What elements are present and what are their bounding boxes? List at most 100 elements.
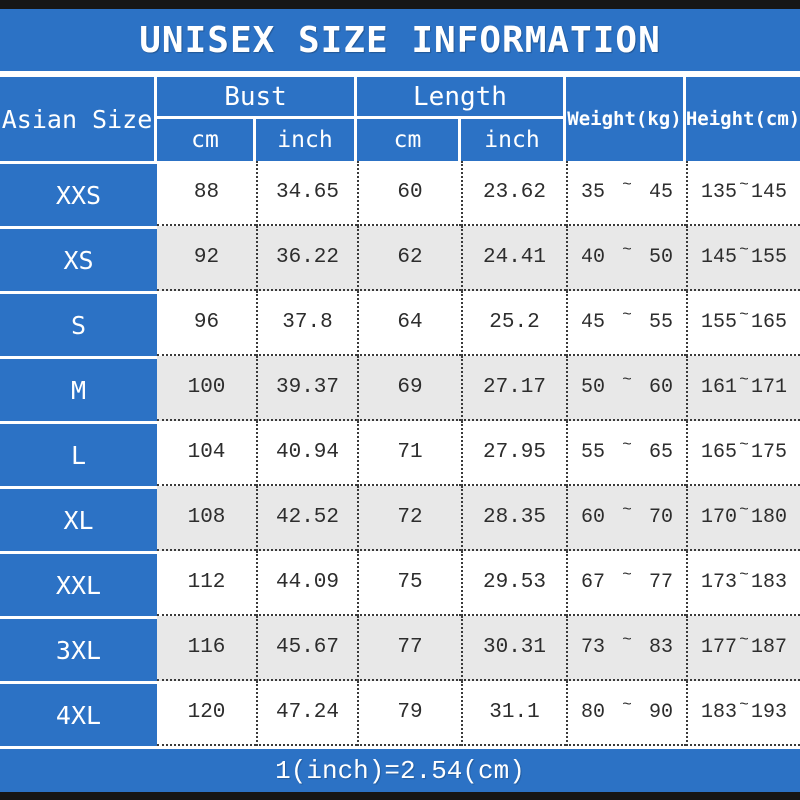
- tilde-glyph: ~: [622, 500, 632, 519]
- tilde-glyph: ~: [622, 630, 632, 649]
- weight-min: 67: [581, 571, 606, 594]
- length-inch-cell: 27.95: [461, 421, 566, 486]
- weight-max: 55: [648, 311, 673, 334]
- length-cm-cell: 72: [357, 486, 461, 551]
- conversion-note: 1(inch)=2.54(cm): [275, 755, 525, 786]
- weight-max: 83: [648, 636, 673, 659]
- weight-range-cell: 67 ~ 77: [566, 551, 686, 616]
- length-cm-cell: 79: [357, 681, 461, 746]
- tilde-glyph: ~: [622, 175, 632, 194]
- table-row: XXS 88 34.65 60 23.62 35 ~ 45 135 ~ 145: [0, 161, 800, 226]
- size-label: 4XL: [0, 681, 157, 746]
- table-row: 3XL 116 45.67 77 30.31 73 ~ 83 177 ~ 187: [0, 616, 800, 681]
- top-frame-bar: [0, 0, 800, 9]
- bust-inch-cell: 34.65: [256, 161, 357, 226]
- weight-min: 40: [581, 246, 606, 269]
- length-cm-cell: 71: [357, 421, 461, 486]
- tilde-glyph: ~: [622, 305, 632, 324]
- height-max: 165: [750, 311, 787, 334]
- height-range-cell: 161 ~ 171: [686, 356, 800, 421]
- height-max: 171: [750, 376, 787, 399]
- length-inch-cell: 25.2: [461, 291, 566, 356]
- tilde-glyph: ~: [739, 305, 749, 324]
- table-header: Asian Size Bust Length Weight(kg) Height…: [0, 77, 800, 161]
- tilde-glyph: ~: [622, 240, 632, 259]
- height-min: 135: [701, 181, 738, 204]
- height-range-cell: 165 ~ 175: [686, 421, 800, 486]
- size-table: Asian Size Bust Length Weight(kg) Height…: [0, 77, 800, 746]
- bust-inch-cell: 47.24: [256, 681, 357, 746]
- bust-inch-cell: 36.22: [256, 226, 357, 291]
- footer-bar: 1(inch)=2.54(cm): [0, 749, 800, 792]
- height-min: 183: [701, 701, 738, 724]
- header-asian-size: Asian Size: [0, 77, 157, 161]
- weight-max: 60: [648, 376, 673, 399]
- bust-cm-cell: 104: [157, 421, 256, 486]
- tilde-glyph: ~: [622, 370, 632, 389]
- height-min: 177: [701, 636, 738, 659]
- size-label: S: [0, 291, 157, 356]
- height-range-cell: 173 ~ 183: [686, 551, 800, 616]
- weight-max: 90: [648, 701, 673, 724]
- weight-range-cell: 50 ~ 60: [566, 356, 686, 421]
- header-bust-group: Bust: [157, 77, 357, 119]
- length-cm-cell: 64: [357, 291, 461, 356]
- weight-range-cell: 35 ~ 45: [566, 161, 686, 226]
- bust-inch-cell: 39.37: [256, 356, 357, 421]
- weight-range-cell: 45 ~ 55: [566, 291, 686, 356]
- height-max: 187: [750, 636, 787, 659]
- table-row: XS 92 36.22 62 24.41 40 ~ 50 145 ~ 155: [0, 226, 800, 291]
- weight-range-cell: 80 ~ 90: [566, 681, 686, 746]
- bust-cm-cell: 92: [157, 226, 256, 291]
- bust-cm-cell: 120: [157, 681, 256, 746]
- weight-range-cell: 73 ~ 83: [566, 616, 686, 681]
- height-range-cell: 183 ~ 193: [686, 681, 800, 746]
- header-length-inch: inch: [461, 119, 566, 161]
- size-label: L: [0, 421, 157, 486]
- length-inch-cell: 28.35: [461, 486, 566, 551]
- header-length-group: Length: [357, 77, 566, 119]
- size-label: M: [0, 356, 157, 421]
- weight-max: 77: [648, 571, 673, 594]
- header-bust-inch: inch: [256, 119, 357, 161]
- header-weight: Weight(kg): [566, 77, 686, 161]
- weight-min: 73: [581, 636, 606, 659]
- table-row: 4XL 120 47.24 79 31.1 80 ~ 90 183 ~ 193: [0, 681, 800, 746]
- length-inch-cell: 27.17: [461, 356, 566, 421]
- header-height: Height(cm): [686, 77, 800, 161]
- height-max: 175: [750, 441, 787, 464]
- length-inch-cell: 24.41: [461, 226, 566, 291]
- height-max: 155: [750, 246, 787, 269]
- length-inch-cell: 23.62: [461, 161, 566, 226]
- table-row: XL 108 42.52 72 28.35 60 ~ 70 170 ~ 180: [0, 486, 800, 551]
- height-max: 183: [750, 571, 787, 594]
- bottom-frame-bar: [0, 792, 800, 800]
- length-cm-cell: 77: [357, 616, 461, 681]
- height-min: 161: [701, 376, 738, 399]
- bust-cm-cell: 100: [157, 356, 256, 421]
- tilde-glyph: ~: [622, 695, 632, 714]
- table-row: L 104 40.94 71 27.95 55 ~ 65 165 ~ 175: [0, 421, 800, 486]
- weight-max: 45: [648, 181, 673, 204]
- weight-range-cell: 55 ~ 65: [566, 421, 686, 486]
- bust-inch-cell: 37.8: [256, 291, 357, 356]
- tilde-glyph: ~: [739, 435, 749, 454]
- weight-max: 70: [648, 506, 673, 529]
- height-range-cell: 177 ~ 187: [686, 616, 800, 681]
- weight-min: 35: [581, 181, 606, 204]
- bust-cm-cell: 108: [157, 486, 256, 551]
- tilde-glyph: ~: [622, 435, 632, 454]
- tilde-glyph: ~: [622, 565, 632, 584]
- weight-min: 55: [581, 441, 606, 464]
- weight-min: 80: [581, 701, 606, 724]
- tilde-glyph: ~: [739, 175, 749, 194]
- bust-inch-cell: 44.09: [256, 551, 357, 616]
- header-bust-cm: cm: [157, 119, 256, 161]
- title-table-gap: [0, 71, 800, 77]
- height-range-cell: 135 ~ 145: [686, 161, 800, 226]
- bust-cm-cell: 112: [157, 551, 256, 616]
- table-row: M 100 39.37 69 27.17 50 ~ 60 161 ~ 171: [0, 356, 800, 421]
- bust-cm-cell: 116: [157, 616, 256, 681]
- height-range-cell: 155 ~ 165: [686, 291, 800, 356]
- height-range-cell: 145 ~ 155: [686, 226, 800, 291]
